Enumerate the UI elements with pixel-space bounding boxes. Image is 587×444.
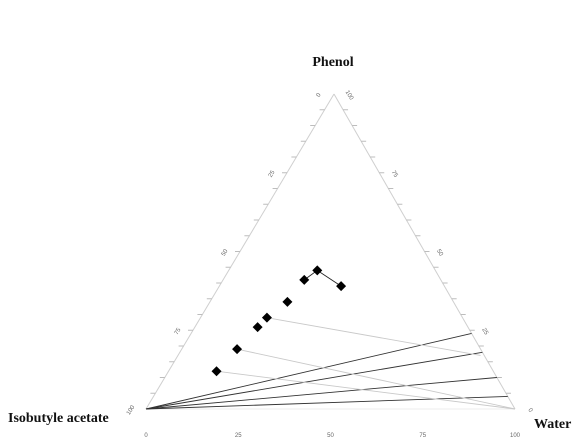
tie-line xyxy=(145,377,497,410)
binodal-point xyxy=(312,265,323,276)
binodal-line xyxy=(303,269,342,287)
left-edge-tick-label: 0 xyxy=(316,92,323,99)
bottom-edge-tick-label: 100 xyxy=(510,433,521,439)
tie-line xyxy=(145,332,472,410)
vertex-label-left: Isobutyle acetate xyxy=(8,411,109,426)
binodal-point xyxy=(261,312,272,323)
binodal-point xyxy=(336,281,347,292)
tick-labels: 0 25 50 75 100 100 75 50 25 0 0 25 50 75 100 xyxy=(126,90,534,439)
tie-lines xyxy=(145,317,516,410)
left-edge-tick-label: 75 xyxy=(174,327,183,336)
right-edge-tick-label: 25 xyxy=(480,327,489,336)
axis-ticks xyxy=(150,109,511,394)
left-edge-tick-label: 100 xyxy=(126,404,137,416)
binodal-curve xyxy=(211,265,347,377)
vertex-label-right: Water xyxy=(534,417,571,432)
right-edge-tick-label: 0 xyxy=(526,407,533,414)
tie-line xyxy=(236,348,516,410)
right-edge-tick-label: 50 xyxy=(435,249,444,258)
binodal-point xyxy=(282,296,293,307)
left-edge-tick-label: 25 xyxy=(268,169,277,178)
bottom-edge-tick-label: 0 xyxy=(144,433,148,439)
left-edge-tick-label: 50 xyxy=(221,248,230,257)
tie-line xyxy=(145,395,508,410)
binodal-point xyxy=(232,344,243,355)
binodal-point xyxy=(211,366,222,377)
bottom-edge-tick-label: 50 xyxy=(327,433,334,439)
tie-line xyxy=(266,317,481,356)
tie-line xyxy=(216,370,516,410)
triangle-axes xyxy=(145,93,516,410)
binodal-point xyxy=(252,322,263,333)
right-edge-tick-label: 100 xyxy=(344,90,355,102)
vertex-label-top: Phenol xyxy=(312,55,353,70)
binodal-point xyxy=(299,274,310,285)
bottom-edge-tick-label: 25 xyxy=(235,433,242,439)
right-edge-tick-label: 75 xyxy=(390,170,399,179)
tie-line xyxy=(145,351,483,410)
bottom-edge-tick-label: 75 xyxy=(419,433,426,439)
